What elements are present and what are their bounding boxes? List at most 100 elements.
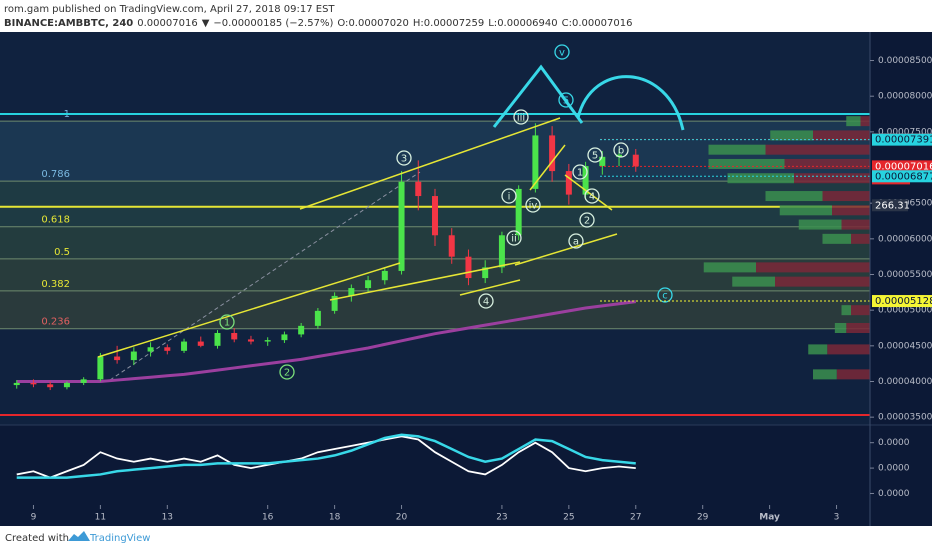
wave-circle — [525, 197, 541, 213]
candle-body — [30, 382, 37, 385]
volume-up — [770, 130, 813, 141]
candle-body — [432, 196, 438, 236]
candle-body — [381, 270, 388, 281]
volume-up — [779, 205, 832, 216]
volume-down — [860, 116, 870, 127]
header-bg — [0, 0, 932, 32]
wave-label: i — [508, 192, 511, 203]
wave-circle — [219, 314, 235, 330]
volume-down — [784, 158, 870, 169]
volume-up — [841, 305, 851, 316]
ohlc-key: O: — [337, 18, 348, 29]
y-tick-label: 0.00005000 — [878, 306, 932, 316]
candle-body — [80, 379, 87, 383]
ohlc-key: C: — [562, 18, 572, 29]
change: −0.00000185 (−2.57%) — [213, 18, 333, 29]
ohlc-value: 0.00007259 — [424, 18, 484, 29]
price-badge-label: 0.00007391 — [875, 135, 932, 146]
candle-body — [348, 288, 355, 296]
candle-body — [264, 340, 271, 342]
candle-body — [482, 267, 489, 279]
x-tick-label: 23 — [496, 513, 507, 523]
volume-up — [822, 233, 851, 244]
candle-body — [130, 351, 137, 361]
candle-body — [532, 135, 539, 189]
wave-circle — [587, 147, 603, 163]
footer-brand[interactable]: TradingView — [89, 533, 150, 544]
volume-down — [851, 305, 870, 316]
wave-circle — [478, 293, 494, 309]
volume-down — [813, 130, 870, 141]
price-badge — [872, 295, 932, 308]
wave-circle — [554, 44, 570, 60]
volume-up — [727, 173, 794, 184]
candle-body — [197, 341, 204, 346]
candle-body — [398, 181, 405, 271]
wave-circle — [506, 230, 522, 246]
osc-tick-label: 0.0000 — [878, 464, 910, 474]
candle-body — [214, 332, 221, 346]
volume-up — [798, 219, 842, 230]
osc-tick-label: 0.0000 — [878, 489, 910, 499]
x-tick-label: 20 — [396, 513, 408, 523]
candle-body — [298, 325, 305, 335]
wave-circle — [613, 142, 629, 158]
footer-created: Created with — [5, 533, 69, 544]
candle-body — [498, 235, 505, 268]
candle-body — [63, 382, 70, 388]
osc-tick-label: 0.0000 — [878, 438, 910, 448]
candle-body — [147, 347, 154, 352]
volume-down — [832, 205, 870, 216]
x-tick-label: 25 — [563, 513, 574, 523]
candle-body — [164, 347, 171, 351]
candle-body — [331, 295, 338, 311]
ohlc-value: 0.00007020 — [348, 18, 408, 29]
author: rom.gam — [4, 4, 49, 15]
candle-body — [13, 382, 20, 386]
wave-label: 4 — [589, 192, 595, 203]
wave-circle — [396, 150, 412, 166]
y-tick-label: 0.00003500 — [878, 413, 932, 423]
x-tick-label: 29 — [697, 513, 709, 523]
volume-down — [822, 191, 870, 202]
x-tick-label: 3 — [834, 513, 840, 523]
candle-body — [616, 154, 623, 157]
x-tick-label: May — [759, 513, 780, 523]
price-badge — [872, 160, 932, 173]
wave-circle — [501, 188, 517, 204]
candle-body — [599, 156, 606, 167]
x-tick-label: 9 — [31, 513, 37, 523]
published: published on TradingView.com, April 27, … — [52, 4, 335, 15]
volume-badge-label: 266.31 — [875, 200, 910, 211]
price-badge-label: 0.00005128 — [875, 296, 932, 307]
wave-label: 4 — [483, 297, 489, 308]
fib-label: 0.5 — [54, 247, 70, 258]
candle-body — [247, 339, 254, 342]
y-tick-label: 0.00006000 — [878, 234, 932, 244]
candle-body — [97, 356, 104, 380]
candle-body — [549, 135, 556, 172]
fib-label: 0.236 — [41, 317, 70, 328]
wave-label: 2 — [284, 368, 290, 379]
candle-body — [314, 310, 321, 326]
candle-body — [47, 384, 54, 388]
x-tick-label: 16 — [262, 513, 274, 523]
candle-body — [632, 154, 639, 167]
wave-circle — [558, 92, 574, 108]
x-tick-label: 11 — [95, 513, 106, 523]
change-arrow: ▼ — [202, 18, 210, 29]
volume-up — [708, 158, 785, 169]
wave-circle — [568, 233, 584, 249]
volume-down — [775, 276, 870, 287]
ohlc-value: 0.00006940 — [497, 18, 557, 29]
wave-label: b — [618, 146, 624, 157]
candle-body — [231, 332, 238, 340]
wave-label: c — [662, 291, 668, 302]
candle-body — [515, 188, 522, 236]
fib-label: 0.382 — [41, 279, 70, 290]
wave-label: 3 — [401, 154, 407, 165]
candle-body — [281, 334, 288, 341]
wave-label: 2 — [584, 216, 590, 227]
candle-body — [181, 341, 188, 351]
